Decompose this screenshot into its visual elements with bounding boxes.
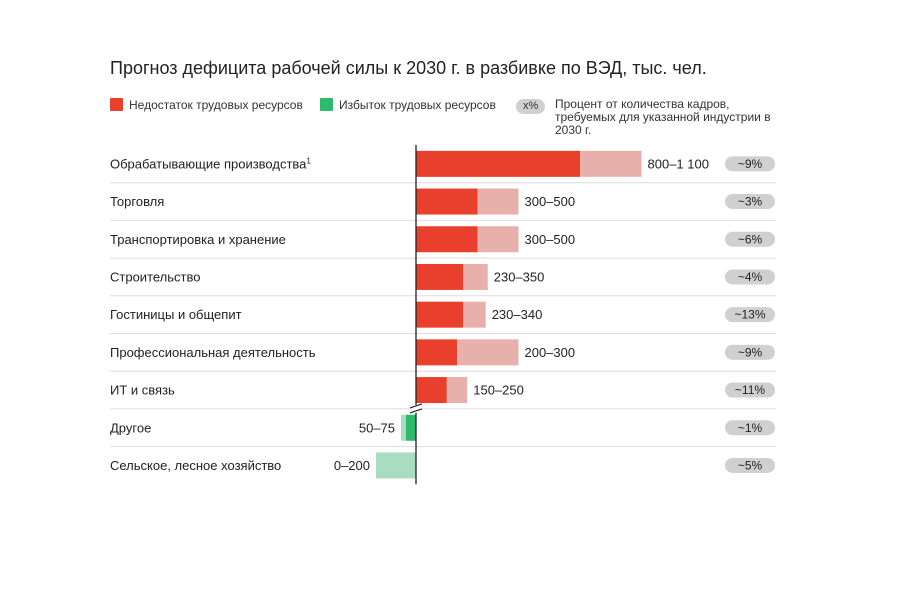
pct-label: ~9% (738, 157, 763, 171)
axis-break-gap (411, 404, 421, 413)
category-label: Строительство (110, 269, 200, 284)
pct-pill (725, 420, 775, 436)
legend-pct-note: Процент от количества кадров, требуемых … (555, 97, 771, 137)
value-label: 150–250 (473, 383, 524, 398)
pct-pill (725, 344, 775, 360)
category-label: Другое (110, 420, 151, 435)
legend-pct-pill: x% (516, 99, 546, 114)
pct-pill (725, 156, 775, 172)
category-label: Транспортировка и хранение (110, 232, 286, 247)
value-label: 230–350 (494, 269, 545, 284)
pct-label: ~4% (738, 270, 763, 284)
bar-range (446, 377, 468, 404)
category-label: Сельское, лесное хозяйство (110, 458, 281, 473)
legend-shortage-swatch (110, 98, 123, 111)
value-label: 300–500 (525, 194, 576, 209)
bar-min (416, 263, 464, 290)
category-label: Профессиональная деятельность (110, 345, 316, 360)
category-label: Торговля (110, 194, 164, 209)
value-label: 300–500 (525, 232, 576, 247)
bar-range (463, 301, 486, 328)
category-label: ИТ и связь (110, 383, 175, 398)
pct-label: ~3% (738, 195, 763, 209)
legend-shortage: Недостаток трудовых ресурсов (110, 98, 303, 112)
bar-range (580, 150, 642, 177)
legend-pct-marker: x% (516, 98, 551, 114)
pct-label: ~5% (738, 458, 763, 472)
value-label: 0–200 (334, 458, 370, 473)
pct-pill (725, 231, 775, 247)
legend-shortage-label: Недостаток трудовых ресурсов (129, 98, 303, 112)
pct-label: ~11% (735, 383, 765, 397)
bar-min (416, 339, 457, 366)
pct-label: ~13% (734, 308, 765, 322)
bar-min (416, 377, 447, 404)
bar-range (477, 188, 519, 215)
legend-surplus: Избыток трудовых ресурсов (320, 98, 496, 112)
bar-range (401, 414, 406, 441)
bar-range (376, 452, 416, 479)
category-label: Обрабатывающие производства1 (110, 156, 311, 171)
bar-range (463, 263, 488, 290)
bar-range (477, 226, 519, 253)
bar-min (416, 226, 478, 253)
bar-range (457, 339, 519, 366)
bar-min (416, 301, 464, 328)
pct-pill (725, 307, 775, 323)
value-label: 200–300 (525, 345, 576, 360)
pct-pill (725, 194, 775, 210)
legend-surplus-label: Избыток трудовых ресурсов (339, 98, 496, 112)
value-label: 230–340 (492, 307, 543, 322)
pct-label: ~1% (738, 421, 763, 435)
legend-surplus-swatch (320, 98, 333, 111)
chart-title: Прогноз дефицита рабочей силы к 2030 г. … (110, 58, 707, 78)
axis-break-mark (409, 408, 423, 414)
value-label: 50–75 (359, 420, 395, 435)
pct-label: ~6% (738, 232, 763, 246)
pct-pill (725, 457, 775, 473)
pct-pill (725, 269, 775, 285)
bar-min (416, 188, 478, 215)
bar-min (416, 150, 580, 177)
pct-pill (725, 382, 775, 398)
value-label: 800–1 100 (648, 156, 709, 171)
pct-label: ~9% (738, 345, 763, 359)
category-label: Гостиницы и общепит (110, 307, 242, 322)
bar-min (406, 414, 416, 441)
axis-break-mark (409, 403, 423, 409)
